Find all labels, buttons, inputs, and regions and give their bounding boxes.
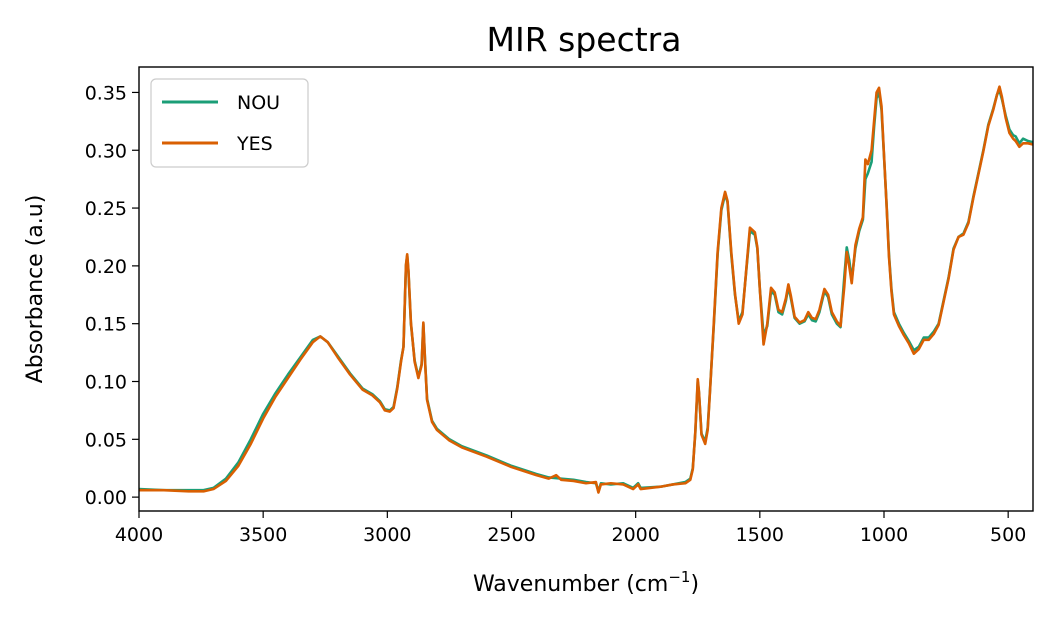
- x-axis-ticks: 4000 3500 3000 2500 2000 1500 1000 500: [115, 511, 1026, 546]
- y-tick-label: 0.30: [85, 140, 127, 162]
- legend-box: [150, 78, 309, 168]
- axes-frame: [138, 66, 1034, 512]
- x-tick-label: 3500: [239, 524, 287, 546]
- chart-title: MIR spectra: [487, 20, 682, 59]
- y-tick-label: 0.15: [85, 314, 127, 336]
- x-tick-label: 3000: [363, 524, 411, 546]
- x-tick-label: 500: [990, 524, 1026, 546]
- x-axis-label: Wavenumber (cm−1): [473, 568, 699, 597]
- x-tick-label: 2500: [487, 524, 535, 546]
- y-axis-label: Absorbance (a.u): [23, 195, 48, 384]
- x-tick-label: 4000: [115, 524, 163, 546]
- y-tick-label: 0.35: [85, 82, 127, 104]
- y-tick-label: 0.10: [85, 372, 127, 394]
- y-tick-label: 0.00: [85, 487, 127, 509]
- y-axis-ticks: 0.00 0.05 0.10 0.15 0.20 0.25 0.30 0.35: [85, 82, 139, 509]
- x-axis-label-suffix: ): [690, 572, 699, 597]
- y-tick-label: 0.20: [85, 256, 127, 278]
- x-tick-label: 1500: [736, 524, 784, 546]
- x-axis-label-main: Wavenumber (cm: [473, 572, 668, 597]
- y-tick-label: 0.05: [85, 429, 127, 451]
- plot-area: [139, 85, 1033, 494]
- y-tick-label: 0.25: [85, 198, 127, 220]
- legend-label-yes: YES: [236, 133, 273, 155]
- x-tick-label: 1000: [860, 524, 908, 546]
- legend: NOU YES: [150, 78, 309, 168]
- series-line-yes: [139, 85, 1033, 494]
- x-axis-label-superscript: −1: [668, 568, 690, 586]
- legend-label-nou: NOU: [237, 92, 280, 114]
- x-tick-label: 2000: [611, 524, 659, 546]
- series-layer: [139, 85, 1033, 494]
